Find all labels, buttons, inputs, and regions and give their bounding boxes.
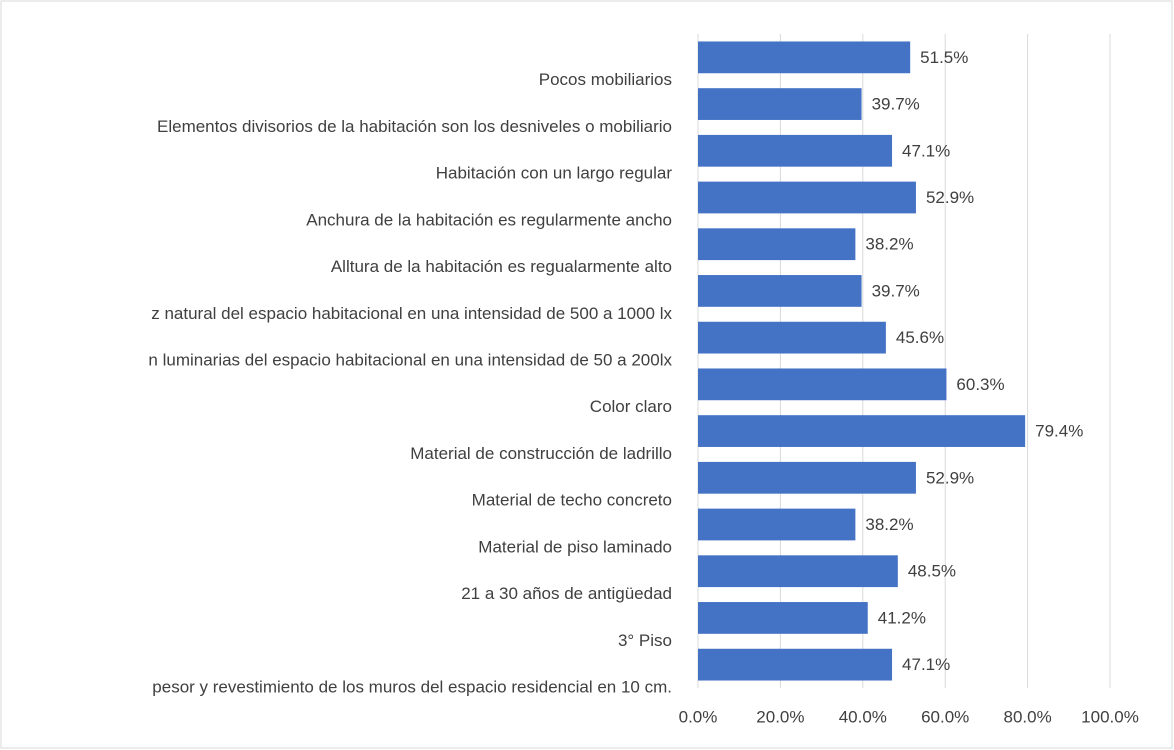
bar <box>698 602 868 634</box>
value-label: 38.2% <box>865 515 913 534</box>
bar <box>698 275 862 307</box>
value-label: 39.7% <box>872 281 920 300</box>
y-tick-label: Material de piso laminado <box>478 537 672 556</box>
value-label: 41.2% <box>878 608 926 627</box>
y-tick-label: Material de construcción de ladrillo <box>410 444 672 463</box>
bar <box>698 321 886 354</box>
x-tick-label: 20.0% <box>756 707 804 726</box>
bar <box>698 368 947 401</box>
bar <box>698 88 862 120</box>
y-tick-label: Pocos mobiliarios <box>539 70 672 89</box>
y-tick-label: Alltura de la habitación es regualarment… <box>331 257 672 276</box>
value-label: 60.3% <box>956 375 1004 394</box>
value-label: 47.1% <box>902 655 950 674</box>
y-tick-label: Habitación con un largo regular <box>436 164 673 183</box>
value-label: 39.7% <box>872 95 920 114</box>
bar <box>698 228 856 261</box>
value-label: 48.5% <box>908 562 956 581</box>
value-label: 47.1% <box>902 141 950 160</box>
value-label: 79.4% <box>1035 422 1083 441</box>
bar <box>698 461 916 494</box>
x-tick-label: 40.0% <box>839 707 887 726</box>
y-tick-label: Color claro <box>590 397 672 416</box>
bar <box>698 41 911 74</box>
bar <box>698 134 893 167</box>
x-tick-label: 60.0% <box>921 707 969 726</box>
value-label: 51.5% <box>920 48 968 67</box>
y-tick-label: pesor y revestimiento de los muros del e… <box>152 677 672 696</box>
y-tick-label: z natural del espacio habitacional en un… <box>151 304 672 323</box>
bar <box>698 555 898 588</box>
bar <box>698 181 916 214</box>
value-label: 38.2% <box>865 235 913 254</box>
bar <box>698 648 893 681</box>
y-tick-label: 21 a 30 años de antigüedad <box>461 584 672 603</box>
bar <box>698 508 856 541</box>
x-tick-label: 0.0% <box>679 707 718 726</box>
value-label: 45.6% <box>896 328 944 347</box>
y-tick-label: n luminarias del espacio habitacional en… <box>148 350 672 369</box>
x-tick-label: 80.0% <box>1003 707 1051 726</box>
value-label: 52.9% <box>926 468 974 487</box>
bar <box>698 415 1026 447</box>
y-tick-label: Material de techo concreto <box>472 491 672 510</box>
y-tick-label: Elementos divisorios de la habitación so… <box>157 117 672 136</box>
y-tick-label: 3° Piso <box>618 631 672 650</box>
value-label: 52.9% <box>926 188 974 207</box>
x-tick-label: 100.0% <box>1081 707 1139 726</box>
y-tick-label: Anchura de la habitación es regularmente… <box>306 210 672 229</box>
